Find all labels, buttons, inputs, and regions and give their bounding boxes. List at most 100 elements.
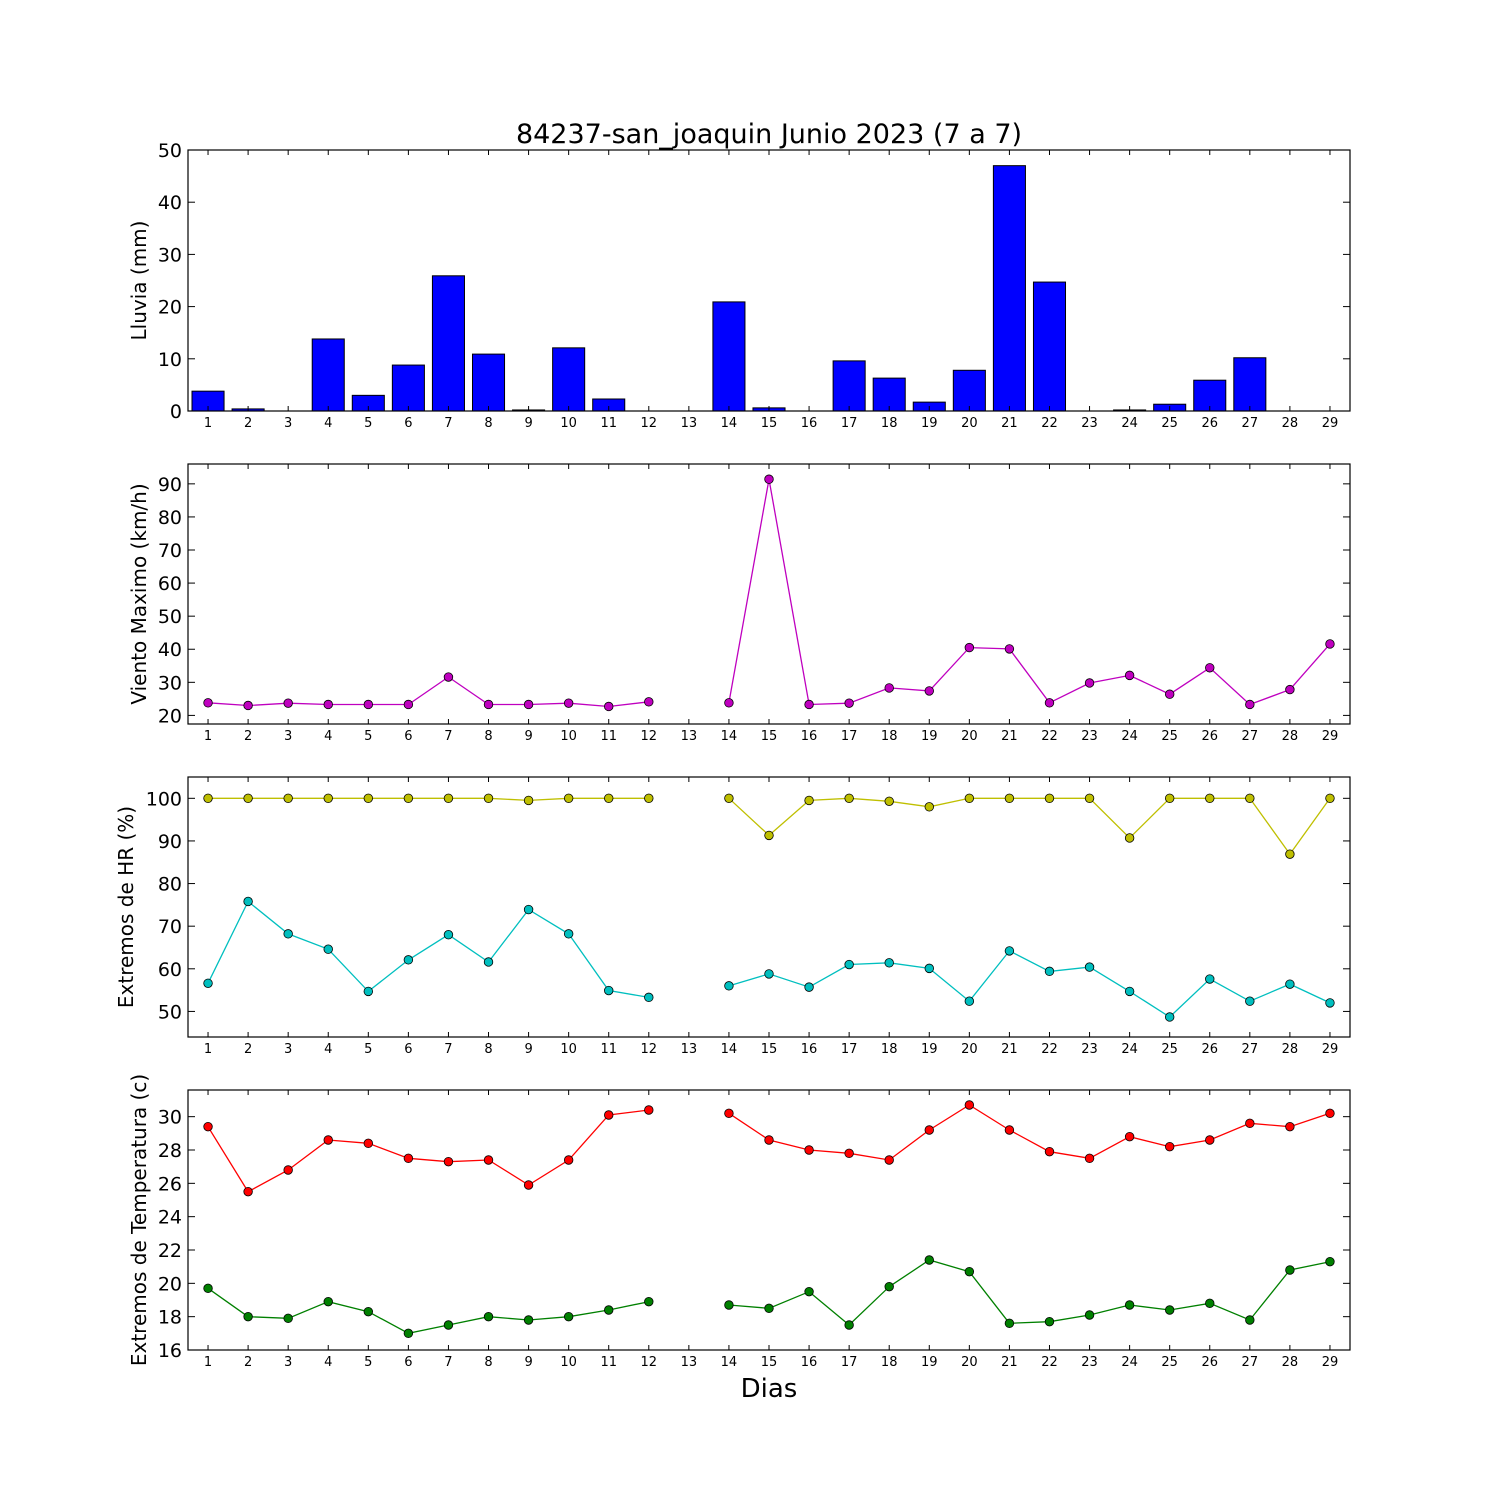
series-2-point-day-20	[964, 996, 975, 1006]
y-tick-label: 70	[158, 916, 182, 938]
y-tick-label: 60	[158, 573, 182, 595]
x-tick-label: 21	[1001, 729, 1018, 744]
x-tick-label: 13	[681, 729, 698, 744]
series-1-point-day-24	[1124, 670, 1135, 681]
x-tick-label: 17	[841, 416, 858, 431]
x-tick-label: 12	[641, 416, 658, 431]
y-tick-label: 50	[158, 1001, 182, 1023]
x-tick-label: 20	[961, 729, 978, 744]
series-1-point-day-24	[1124, 1131, 1135, 1142]
series-2-point-day-23	[1084, 962, 1095, 972]
series-1-point-day-26	[1205, 1135, 1215, 1145]
series-1-point-day-25	[1164, 1141, 1175, 1152]
series-1-point-day-6	[403, 793, 414, 804]
x-tick-label: 7	[444, 416, 452, 431]
series-1-point-day-19	[924, 686, 934, 696]
series-1-point-day-8	[483, 1155, 494, 1165]
x-tick-label: 23	[1081, 416, 1098, 431]
x-tick-label: 27	[1242, 1355, 1259, 1370]
x-tick-label: 6	[404, 416, 412, 431]
series-1-point-day-26	[1205, 793, 1215, 804]
series-2-point-day-2	[243, 896, 253, 907]
x-tick-label: 19	[921, 416, 938, 431]
series-2-point-day-3	[283, 1313, 293, 1324]
x-tick-label: 17	[841, 1042, 858, 1057]
x-tick-label: 24	[1121, 1042, 1138, 1057]
y-tick-label: 0	[170, 401, 182, 423]
x-tick-label: 14	[721, 1042, 738, 1057]
y-tick-label: 20	[158, 1273, 182, 1295]
x-tick-label: 2	[244, 1042, 252, 1057]
rain-bar-day-18	[872, 377, 906, 412]
x-tick-label: 10	[560, 1042, 577, 1057]
y-axis-label: Viento Maximo (km/h)	[127, 483, 151, 704]
x-tick-label: 13	[681, 1042, 698, 1057]
series-2-point-day-21	[1004, 1318, 1015, 1329]
x-tick-label: 16	[801, 1042, 818, 1057]
x-tick-label: 25	[1161, 416, 1178, 431]
x-tick-label: 16	[801, 1355, 818, 1370]
series-2-point-day-20	[964, 1266, 975, 1277]
x-tick-label: 27	[1242, 729, 1259, 744]
series-2-point-day-16	[804, 982, 814, 992]
series-1-point-day-5	[363, 1138, 374, 1149]
series-2-point-day-29	[1325, 1256, 1335, 1267]
y-tick-label: 50	[158, 606, 182, 628]
series-1-point-day-29	[1325, 793, 1335, 804]
x-tick-label: 29	[1322, 729, 1339, 744]
series-2-point-day-17	[844, 959, 854, 970]
series-1-point-day-12	[644, 697, 654, 707]
series-1-point-day-14	[724, 1108, 734, 1119]
y-tick-label: 40	[158, 192, 182, 214]
series-1-point-day-15	[764, 474, 774, 484]
series-1-point-day-23	[1084, 678, 1095, 688]
series-2-line	[207, 900, 1331, 1018]
rain-bar-day-14	[712, 301, 746, 412]
x-tick-label: 28	[1282, 1355, 1299, 1370]
x-tick-label: 10	[560, 1355, 577, 1370]
x-tick-label: 4	[324, 1355, 332, 1370]
x-tick-label: 17	[841, 1355, 858, 1370]
series-1-point-day-27	[1245, 793, 1255, 804]
series-1-point-day-6	[403, 699, 414, 710]
series-1-point-day-28	[1285, 1121, 1295, 1132]
x-tick-label: 16	[801, 416, 818, 431]
y-tick-label: 10	[158, 349, 182, 371]
x-tick-label: 28	[1282, 1042, 1299, 1057]
series-1-point-day-15	[764, 1135, 774, 1145]
x-tick-label: 5	[364, 416, 372, 431]
series-1-point-day-28	[1285, 684, 1295, 695]
x-tick-label: 7	[444, 729, 452, 744]
x-axis-label: Dias	[741, 1374, 798, 1404]
x-tick-label: 23	[1081, 729, 1098, 744]
x-tick-label: 8	[484, 1042, 492, 1057]
y-tick-label: 80	[158, 507, 182, 529]
y-tick-label: 90	[158, 474, 182, 496]
series-1-point-day-16	[804, 699, 814, 710]
series-1-point-day-29	[1325, 639, 1335, 649]
y-tick-label: 24	[158, 1207, 182, 1229]
series-2-point-day-1	[203, 1283, 213, 1294]
x-tick-label: 22	[1041, 416, 1058, 431]
series-2-point-day-1	[203, 978, 213, 988]
series-1-point-day-5	[363, 699, 374, 710]
series-2-point-day-12	[644, 992, 654, 1003]
series-1-point-day-8	[483, 793, 494, 804]
x-tick-label: 2	[244, 1355, 252, 1370]
x-tick-label: 1	[204, 1042, 212, 1057]
series-1-point-day-1	[203, 698, 213, 708]
rain-bar-day-17	[832, 360, 866, 412]
x-tick-label: 10	[560, 416, 577, 431]
series-2-point-day-17	[844, 1320, 854, 1330]
series-1-point-day-1	[203, 793, 213, 804]
series-2-point-day-7	[443, 1320, 454, 1330]
y-tick-label: 20	[158, 705, 182, 727]
y-tick-label: 30	[158, 244, 182, 266]
x-tick-label: 28	[1282, 416, 1299, 431]
series-2-point-day-11	[604, 1305, 614, 1315]
series-1-point-day-2	[243, 793, 253, 804]
series-1-point-day-22	[1044, 1146, 1055, 1157]
series-1-point-day-20	[964, 642, 975, 653]
